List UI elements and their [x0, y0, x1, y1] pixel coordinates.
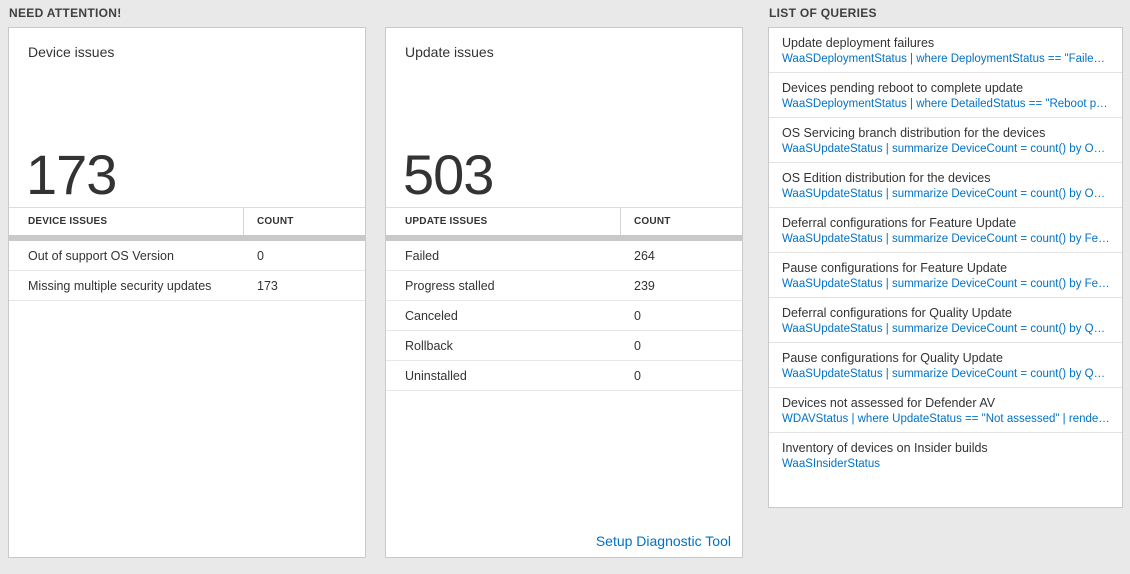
query-item[interactable]: Devices not assessed for Defender AV WDA…	[769, 388, 1122, 433]
row-label: Missing multiple security updates	[28, 278, 212, 293]
table-header-divider	[9, 235, 365, 241]
query-text: WaaSUpdateStatus | summarize DeviceCount…	[782, 143, 1110, 155]
row-label: Canceled	[405, 308, 458, 323]
query-title: Deferral configurations for Quality Upda…	[782, 306, 1012, 320]
query-item[interactable]: Devices pending reboot to complete updat…	[769, 73, 1122, 118]
need-attention-heading: NEED ATTENTION!	[9, 6, 122, 20]
row-count: 0	[634, 338, 641, 353]
query-text: WaaSUpdateStatus | summarize DeviceCount…	[782, 368, 1110, 380]
query-text: WaaSDeploymentStatus | where DetailedSta…	[782, 98, 1110, 110]
row-count: 0	[634, 308, 641, 323]
row-label: Failed	[405, 248, 440, 263]
row-count: 264	[634, 248, 655, 263]
query-text: WaaSUpdateStatus | summarize DeviceCount…	[782, 188, 1110, 200]
row-count: 0	[257, 248, 264, 263]
query-text: WaaSUpdateStatus | summarize DeviceCount…	[782, 278, 1110, 290]
column-header-update-issues: UPDATE ISSUES	[386, 208, 621, 235]
query-title: Deferral configurations for Feature Upda…	[782, 216, 1017, 230]
query-item[interactable]: Deferral configurations for Feature Upda…	[769, 208, 1122, 253]
table-row[interactable]: Uninstalled 0	[386, 361, 742, 391]
query-title: Update deployment failures	[782, 36, 935, 50]
query-text: WaaSDeploymentStatus | where DeploymentS…	[782, 53, 1110, 65]
update-issues-card: Update issues 503 UPDATE ISSUES COUNT Fa…	[385, 27, 743, 558]
column-header-count: COUNT	[634, 216, 671, 227]
table-row[interactable]: Canceled 0	[386, 301, 742, 331]
table-row[interactable]: Progress stalled 239	[386, 271, 742, 301]
table-row[interactable]: Rollback 0	[386, 331, 742, 361]
update-issues-table-header: UPDATE ISSUES COUNT	[386, 208, 742, 235]
table-row[interactable]: Failed 264	[386, 241, 742, 271]
query-item[interactable]: OS Edition distribution for the devices …	[769, 163, 1122, 208]
query-title: OS Edition distribution for the devices	[782, 171, 991, 185]
row-label: Uninstalled	[405, 368, 467, 383]
query-item[interactable]: Pause configurations for Feature Update …	[769, 253, 1122, 298]
query-title: Pause configurations for Feature Update	[782, 261, 1008, 275]
table-row[interactable]: Out of support OS Version 0	[9, 241, 365, 271]
list-of-queries-heading: LIST OF QUERIES	[769, 6, 877, 20]
query-item[interactable]: Inventory of devices on Insider builds W…	[769, 433, 1122, 477]
query-title: Pause configurations for Quality Update	[782, 351, 1003, 365]
query-text: WDAVStatus | where UpdateStatus == "Not …	[782, 413, 1110, 425]
query-item[interactable]: Deferral configurations for Quality Upda…	[769, 298, 1122, 343]
query-title: Devices not assessed for Defender AV	[782, 396, 996, 410]
query-text: WaaSInsiderStatus	[782, 458, 881, 470]
row-label: Progress stalled	[405, 278, 495, 293]
column-header-count: COUNT	[257, 216, 294, 227]
query-title: Inventory of devices on Insider builds	[782, 441, 988, 455]
setup-diagnostic-tool-link[interactable]: Setup Diagnostic Tool	[595, 533, 731, 549]
query-title: Devices pending reboot to complete updat…	[782, 81, 1024, 95]
query-title: OS Servicing branch distribution for the…	[782, 126, 1046, 140]
query-text: WaaSUpdateStatus | summarize DeviceCount…	[782, 323, 1110, 335]
row-label: Rollback	[405, 338, 453, 353]
card-title: Update issues	[405, 44, 494, 60]
row-label: Out of support OS Version	[28, 248, 174, 263]
queries-list-card: Update deployment failures WaaSDeploymen…	[768, 27, 1123, 508]
update-issues-summary-tile[interactable]: Update issues 503	[386, 28, 742, 208]
table-row[interactable]: Missing multiple security updates 173	[9, 271, 365, 301]
table-header-divider	[386, 235, 742, 241]
query-item[interactable]: Update deployment failures WaaSDeploymen…	[769, 28, 1122, 73]
update-issues-total-count: 503	[403, 143, 494, 207]
row-count: 173	[257, 278, 278, 293]
row-count: 239	[634, 278, 655, 293]
card-title: Device issues	[28, 44, 115, 60]
device-issues-total-count: 173	[26, 143, 117, 207]
device-issues-table-header: DEVICE ISSUES COUNT	[9, 208, 365, 235]
device-issues-summary-tile[interactable]: Device issues 173	[9, 28, 365, 208]
column-header-device-issues: DEVICE ISSUES	[9, 208, 244, 235]
query-item[interactable]: Pause configurations for Quality Update …	[769, 343, 1122, 388]
query-item[interactable]: OS Servicing branch distribution for the…	[769, 118, 1122, 163]
query-text: WaaSUpdateStatus | summarize DeviceCount…	[782, 233, 1110, 245]
device-issues-card: Device issues 173 DEVICE ISSUES COUNT Ou…	[8, 27, 366, 558]
row-count: 0	[634, 368, 641, 383]
